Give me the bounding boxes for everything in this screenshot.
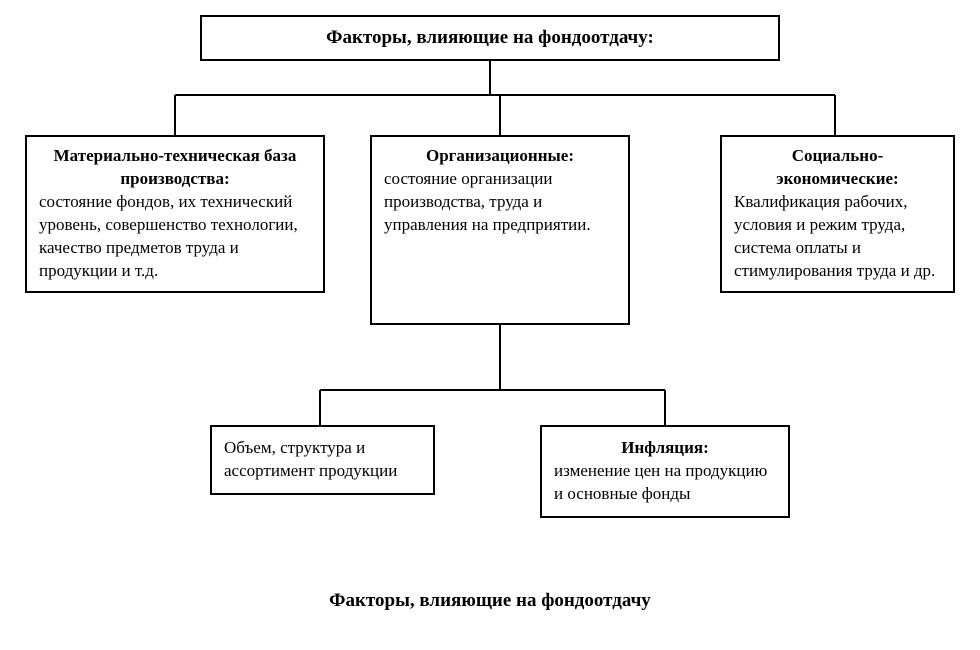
row1-box1-body: состояние фондов, их технический уровень… — [39, 191, 311, 283]
header-box: Факторы, влияющие на фондоотдачу: — [200, 15, 780, 61]
connector-lines — [0, 0, 980, 650]
row1-box2-body: состояние организации производства, труд… — [384, 168, 616, 237]
row2-box-inflation: Инфляция: изменение цен на продукцию и о… — [540, 425, 790, 518]
row1-box3-title: Социально-экономические: — [734, 145, 941, 191]
row1-box3-body: Квалификация рабочих, условия и режим тр… — [734, 191, 941, 283]
row2-box-volume: Объем, структура и ассортимент продукции — [210, 425, 435, 495]
row2-box1-body: Объем, структура и ассортимент продукции — [224, 437, 421, 483]
header-title: Факторы, влияющие на фондоотдачу: — [326, 27, 654, 48]
row1-box2-title: Организационные: — [384, 145, 616, 168]
row1-box1-title: Материально-техническая база производств… — [39, 145, 311, 191]
row2-box2-body: изменение цен на продукцию и основные фо… — [554, 460, 776, 506]
row1-box-material: Материально-техническая база производств… — [25, 135, 325, 293]
caption-text: Факторы, влияющие на фондоотдачу — [329, 590, 651, 611]
row1-box-organizational: Организационные: состояние организации п… — [370, 135, 630, 325]
row2-box2-title: Инфляция: — [554, 437, 776, 460]
diagram-caption: Факторы, влияющие на фондоотдачу — [0, 590, 980, 612]
row1-box-social: Социально-экономические: Квалификация ра… — [720, 135, 955, 293]
